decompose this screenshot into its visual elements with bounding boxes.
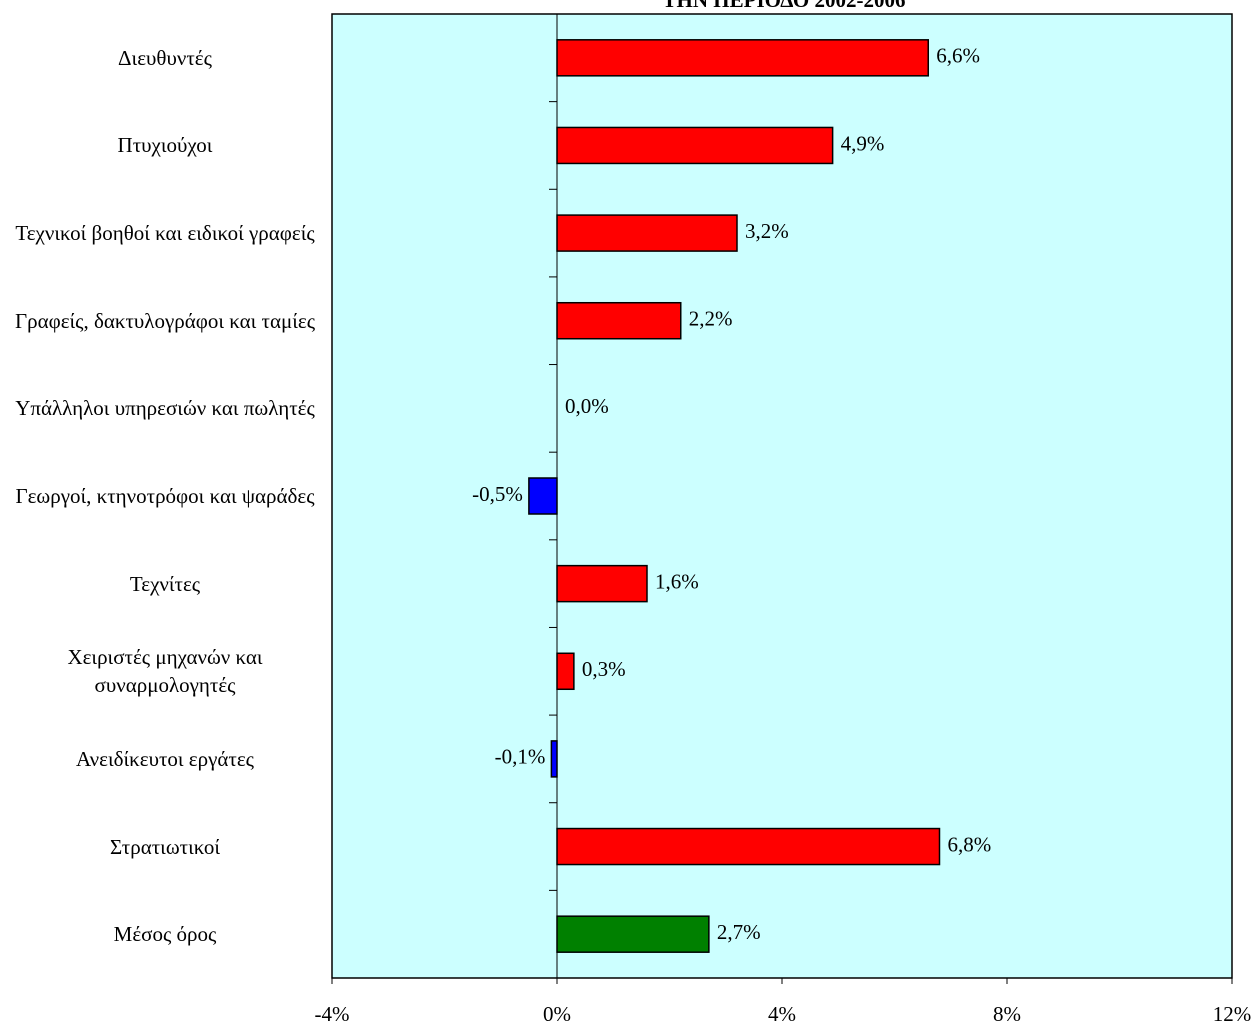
value-label: 0,0%: [565, 394, 609, 418]
x-tick-label: 8%: [993, 1002, 1021, 1026]
bar: [556, 301, 682, 340]
category-label: Πτυχιούχοι: [117, 133, 213, 158]
category-label: Γεωργοί, κτηνοτρόφοι και ψαράδες: [15, 484, 315, 508]
category-label: Τεχνίτες: [129, 571, 201, 596]
value-label: -0,1%: [495, 745, 546, 769]
x-tick-label: 0%: [543, 1002, 571, 1026]
bar: [550, 740, 558, 778]
category-label: Στρατιωτικοί: [109, 834, 221, 859]
bar: [556, 39, 929, 77]
value-label: 6,6%: [936, 44, 980, 68]
bar: [556, 126, 834, 165]
bar: [556, 214, 738, 252]
plot-area: [331, 13, 1233, 979]
value-label: 3,2%: [745, 219, 789, 243]
value-label: 6,8%: [948, 832, 992, 856]
bar: [556, 652, 575, 691]
x-tick-label: -4%: [315, 1002, 350, 1026]
bar: [556, 827, 941, 866]
category-label: Γραφείς, δακτυλογράφοι και ταμίες: [14, 308, 316, 333]
value-label: 1,6%: [655, 569, 699, 593]
value-label: -0,5%: [472, 482, 523, 506]
chart-title: ΤΗΝ ΠΕΡΙΟΔΟ 2002-2006: [663, 0, 906, 12]
bar: [528, 477, 558, 515]
value-label: 0,3%: [582, 657, 626, 681]
bar: [556, 564, 648, 603]
value-label: 2,7%: [717, 920, 761, 944]
value-label: 2,2%: [689, 307, 733, 331]
category-label: Διευθυντές: [118, 45, 212, 70]
value-label: 4,9%: [841, 131, 885, 155]
category-label: Ανειδίκευτοι εργάτες: [76, 746, 254, 771]
x-tick-label: 12%: [1213, 1002, 1252, 1026]
category-label: Τεχνικοί βοηθοί και ειδικοί γραφείς: [15, 221, 315, 246]
category-label: Μέσος όρος: [113, 922, 217, 947]
category-label: Υπάλληλοι υπηρεσιών και πωλητές: [15, 396, 315, 421]
category-label: Χειριστές μηχανών και συναρμολογητές: [67, 645, 263, 698]
x-tick-label: 4%: [768, 1002, 796, 1026]
bar: [556, 915, 710, 953]
